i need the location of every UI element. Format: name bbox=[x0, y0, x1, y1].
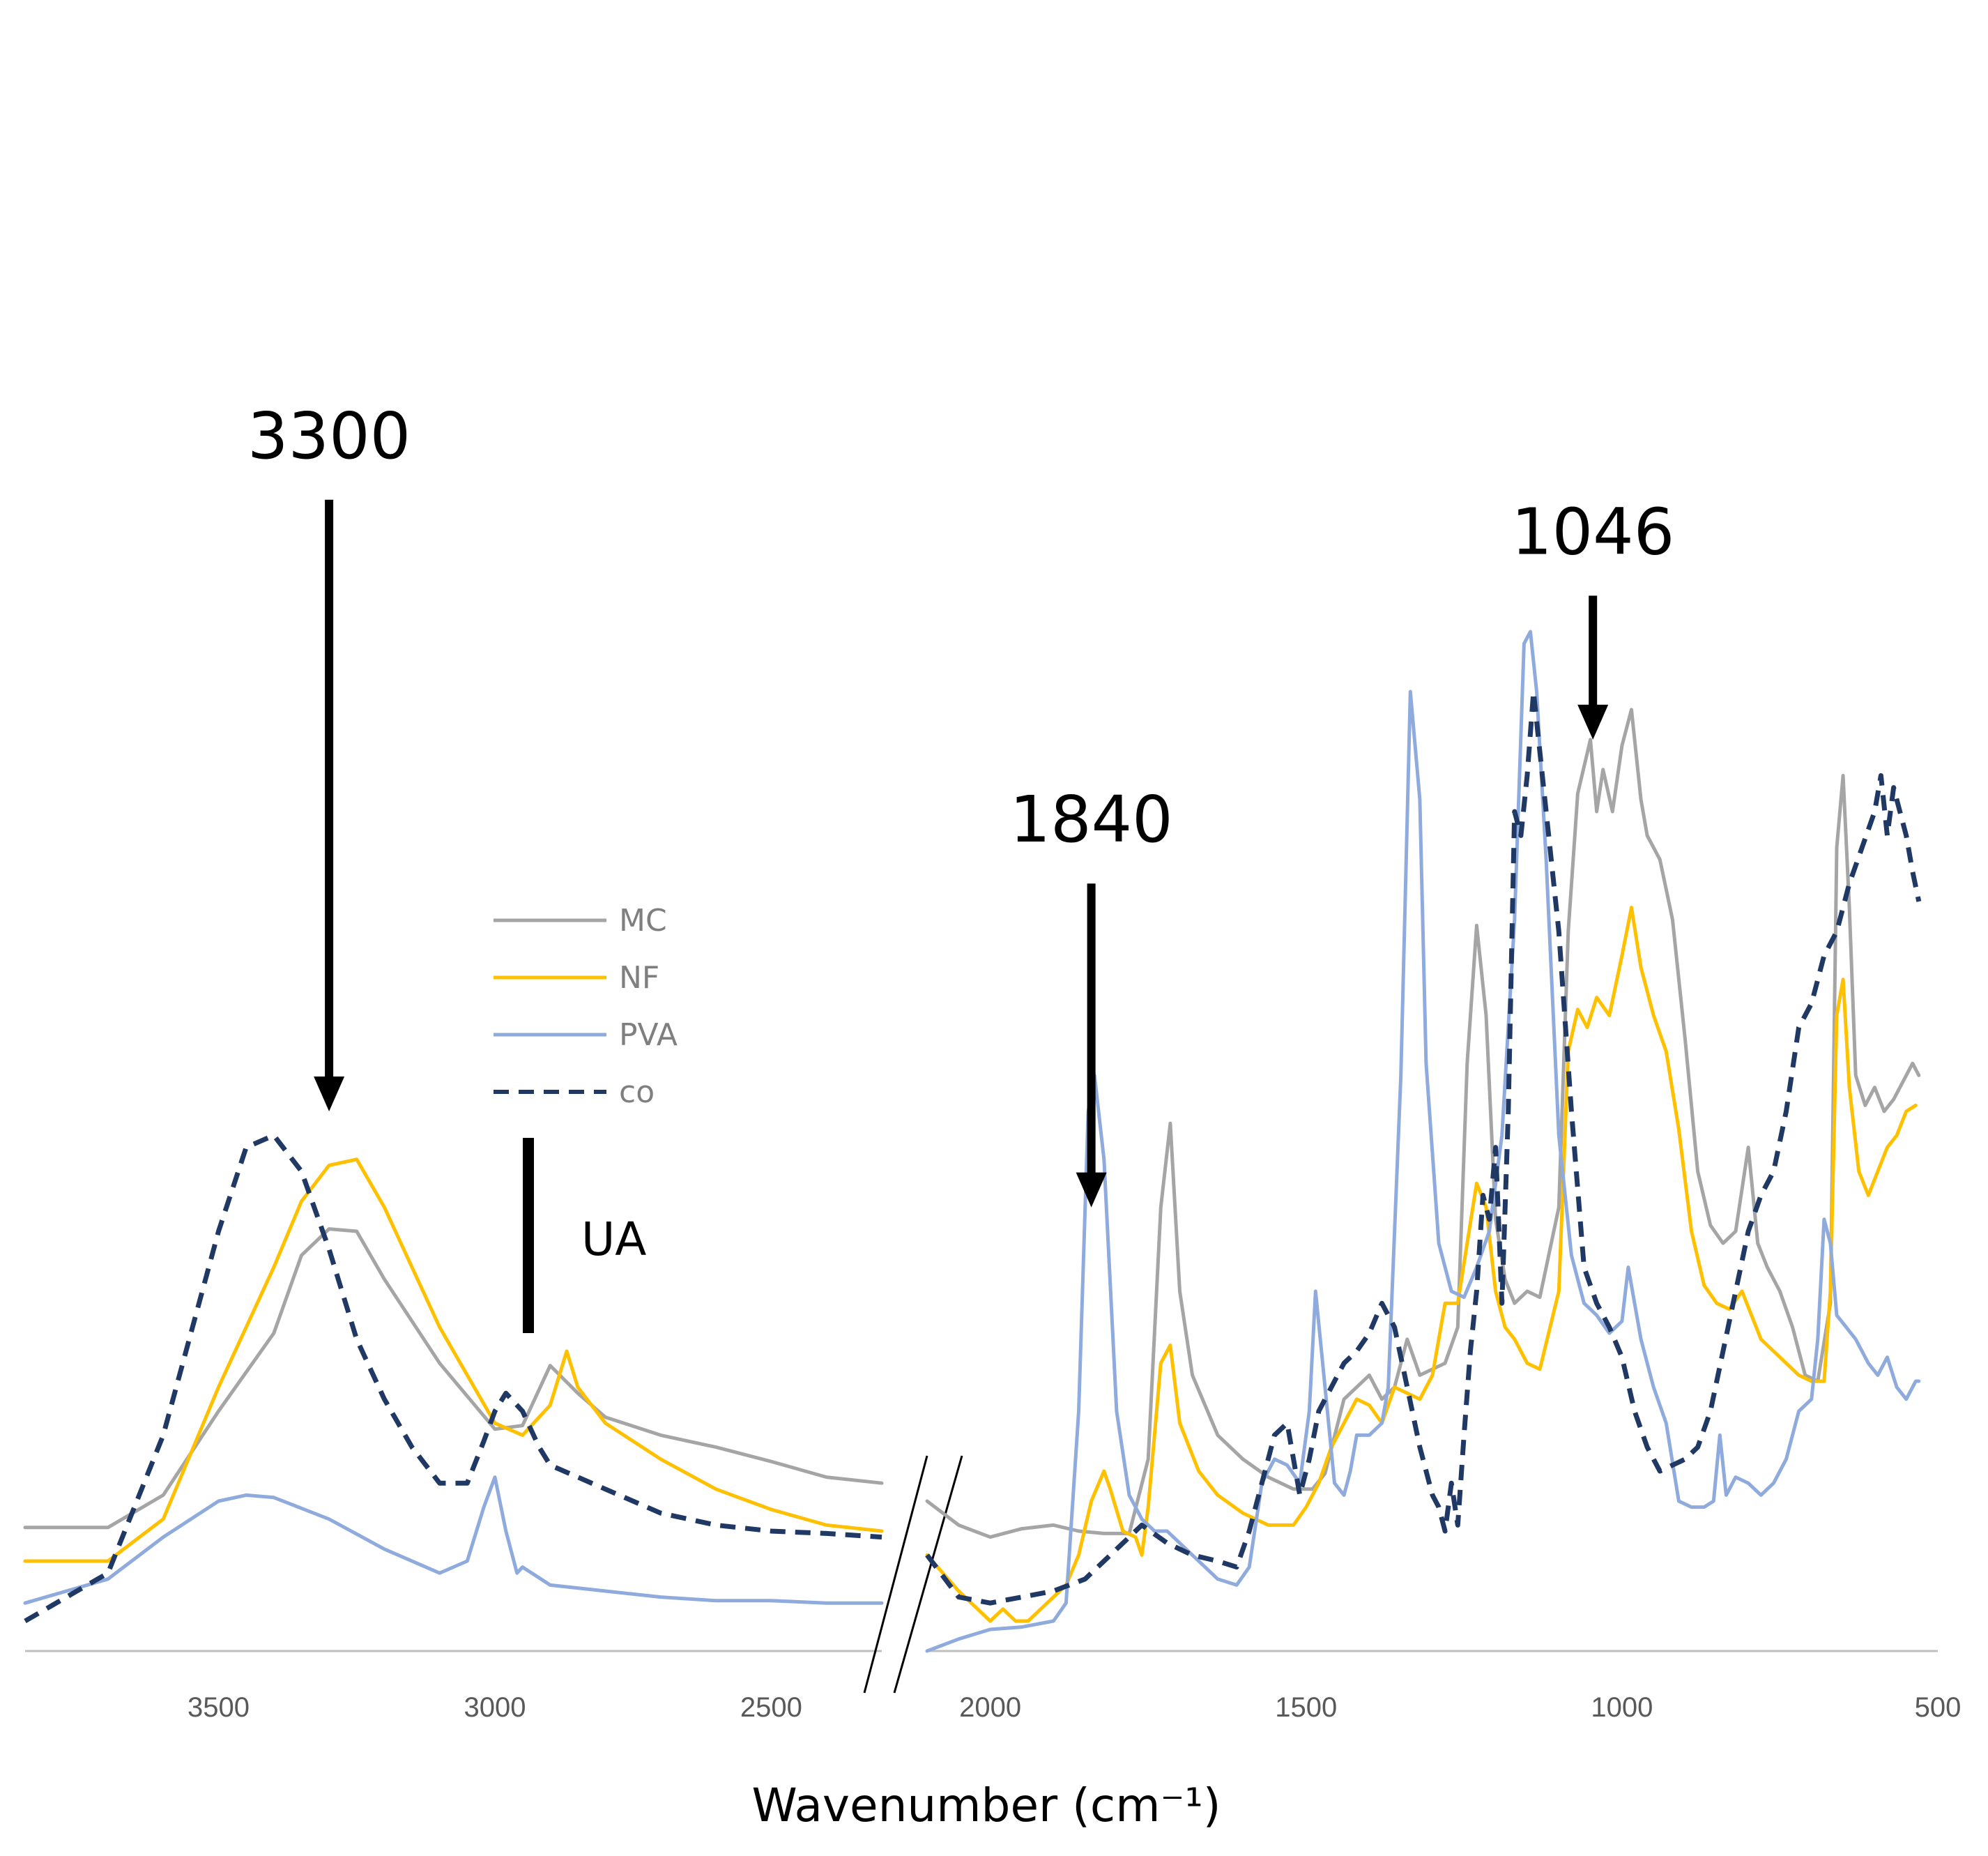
legend-label-mc: MC bbox=[619, 903, 667, 938]
x-tick-label-2000: 2000 bbox=[959, 1692, 1021, 1723]
series-nf-right-line bbox=[925, 906, 1918, 1623]
scale-bar: UA bbox=[523, 1138, 646, 1333]
peak-annotation-1046: 1046 bbox=[1511, 494, 1674, 740]
legend: MC NF PVA co bbox=[494, 903, 678, 1110]
peak-arrow-head-3300 bbox=[314, 1077, 345, 1111]
x-tick-label-3500: 3500 bbox=[188, 1692, 250, 1723]
series-group bbox=[23, 630, 1922, 1653]
x-tick-label-1500: 1500 bbox=[1275, 1692, 1337, 1723]
axis-break-mark-1 bbox=[863, 1455, 928, 1694]
legend-label-co: co bbox=[619, 1074, 655, 1110]
x-tick-label-2500: 2500 bbox=[740, 1692, 802, 1723]
scale-bar-label: UA bbox=[581, 1212, 646, 1266]
axis-break-marks bbox=[863, 1455, 963, 1694]
legend-label-pva: PVA bbox=[619, 1017, 678, 1053]
legend-label-nf: NF bbox=[619, 960, 659, 996]
peak-arrow-head-1046 bbox=[1577, 704, 1609, 740]
peak-annotation-1840: 1840 bbox=[1010, 782, 1173, 1208]
x-tick-label-3000: 3000 bbox=[464, 1692, 526, 1723]
series-mc-left-line bbox=[23, 1227, 884, 1530]
peak-annotations: 3300 1840 1046 bbox=[247, 399, 1674, 1208]
peak-label-1840: 1840 bbox=[1010, 782, 1173, 857]
x-tick-label-1000: 1000 bbox=[1591, 1692, 1653, 1723]
series-pva-left-line bbox=[23, 1475, 884, 1605]
series-co-right-line bbox=[925, 689, 1922, 1606]
peak-annotation-3300: 3300 bbox=[247, 399, 411, 1111]
x-axis-title: Wavenumber (cm⁻¹) bbox=[751, 1779, 1221, 1832]
peak-arrow-head-1840 bbox=[1076, 1172, 1107, 1208]
axis-break-mark-2 bbox=[893, 1455, 963, 1694]
peak-label-1046: 1046 bbox=[1511, 494, 1674, 569]
peak-label-3300: 3300 bbox=[247, 399, 411, 473]
series-co-left-line bbox=[24, 1132, 882, 1624]
x-tick-label-500: 500 bbox=[1915, 1692, 1962, 1723]
series-nf-left-line bbox=[23, 1157, 884, 1563]
tick-labels: 3500 3000 2500 2000 1500 1000 500 bbox=[188, 1692, 1961, 1723]
series-pva-right-line bbox=[925, 630, 1921, 1653]
